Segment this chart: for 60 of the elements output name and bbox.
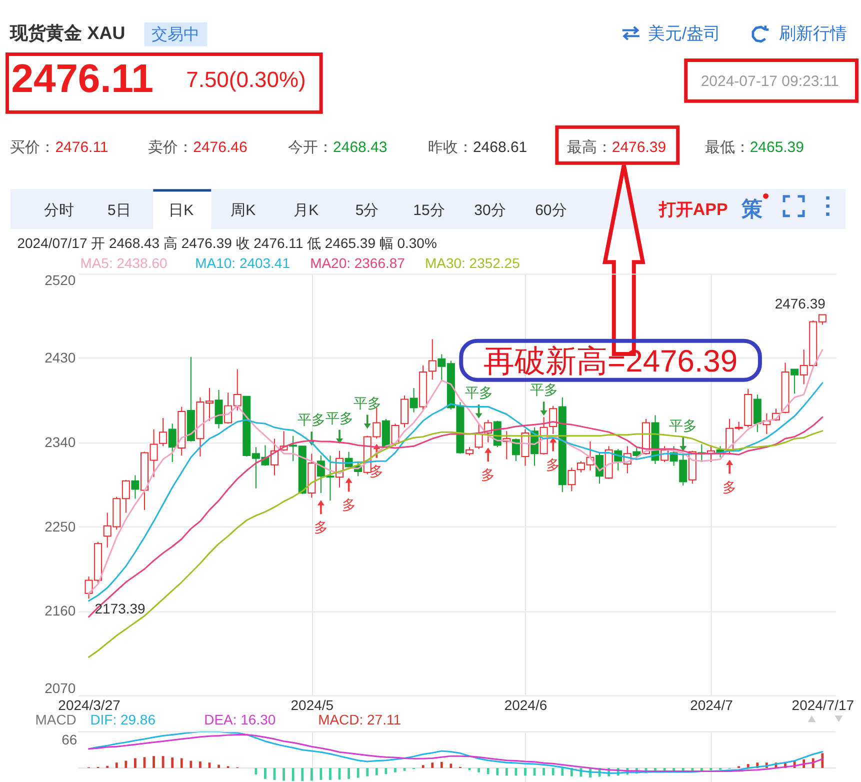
text: 月K — [294, 202, 319, 220]
text: 卖价：2476.46 — [148, 139, 248, 156]
text: 平多 — [353, 394, 382, 411]
y-tick-label: 2340 — [44, 434, 76, 450]
text: MACD: 27.11 — [318, 711, 402, 728]
annotation: 再破新高=2476.39 — [484, 343, 738, 378]
series-label: 平多 — [326, 410, 354, 426]
x-tick-label: 2024/7 — [690, 697, 734, 714]
series-label: 多 — [370, 462, 384, 479]
text: 30分 — [474, 202, 506, 220]
text: 平多 — [464, 384, 493, 400]
text: 交易中 — [152, 26, 200, 44]
text: 刷新行情 — [778, 24, 847, 44]
series-label: DEA: 16.30 — [204, 711, 276, 728]
text: MA20: 2366.87 — [310, 254, 406, 271]
y-tick-label: 2250 — [44, 518, 76, 534]
x-tick-label: 2024/3/27 — [58, 697, 121, 714]
x-tick-label: 2024/7/17 — [792, 697, 854, 714]
text: 现货黄金 XAU — [9, 23, 126, 44]
text: 2476.11 — [11, 57, 154, 102]
text: 66 — [62, 731, 78, 748]
chart-subtitle: 2024/07/17 开 2468.43 高 2476.39 收 2476.11 低 2465.39 幅 0.30% — [17, 234, 437, 251]
annotation: 2476.39 — [774, 295, 826, 312]
text: 5日 — [108, 202, 131, 220]
text: 日K — [168, 202, 194, 220]
text: 多 — [314, 519, 328, 536]
chart-title: MACD — [35, 711, 76, 728]
text: 2024-07-17 09:23:11 — [700, 73, 839, 90]
y-tick-label: 2430 — [44, 349, 76, 366]
text: MA30: 2352.25 — [425, 254, 520, 271]
text: 今开：2468.43 — [288, 139, 388, 156]
text: 打开APP — [658, 200, 728, 220]
text: 分时 — [44, 202, 74, 220]
text: 5分 — [355, 202, 379, 220]
text: 15分 — [413, 202, 445, 220]
text: 最低：2465.39 — [704, 139, 804, 156]
text: 平多 — [669, 417, 698, 434]
y-tick-label: 2160 — [44, 602, 76, 619]
text: 60分 — [535, 202, 567, 220]
series-label: DIF: 29.86 — [90, 711, 156, 728]
text: 周K — [230, 202, 256, 220]
text: 多 — [481, 466, 496, 483]
text: 最高：2476.39 — [566, 139, 666, 156]
text: 买价：2476.11 — [10, 139, 108, 156]
y-tick-label: 2520 — [44, 272, 76, 288]
annotation: 2173.39 — [94, 600, 146, 617]
text: 平多 — [530, 382, 558, 398]
text: MA10: 2403.41 — [195, 254, 290, 271]
text: 多 — [546, 456, 560, 472]
x-tick-label: 2024/5 — [290, 697, 334, 714]
text: 美元/盎司 — [648, 24, 721, 44]
x-tick-label: 2024/6 — [504, 697, 548, 714]
y-tick-label: 2070 — [44, 680, 76, 696]
text: 多 — [342, 496, 356, 513]
text: MA5: 2438.60 — [80, 254, 168, 271]
text: 7.50(0.30%) — [186, 67, 306, 92]
text: 昨收：2468.61 — [428, 139, 528, 156]
text: 多 — [722, 478, 737, 495]
text: 平多 — [298, 412, 326, 428]
text: 策 — [740, 198, 762, 222]
